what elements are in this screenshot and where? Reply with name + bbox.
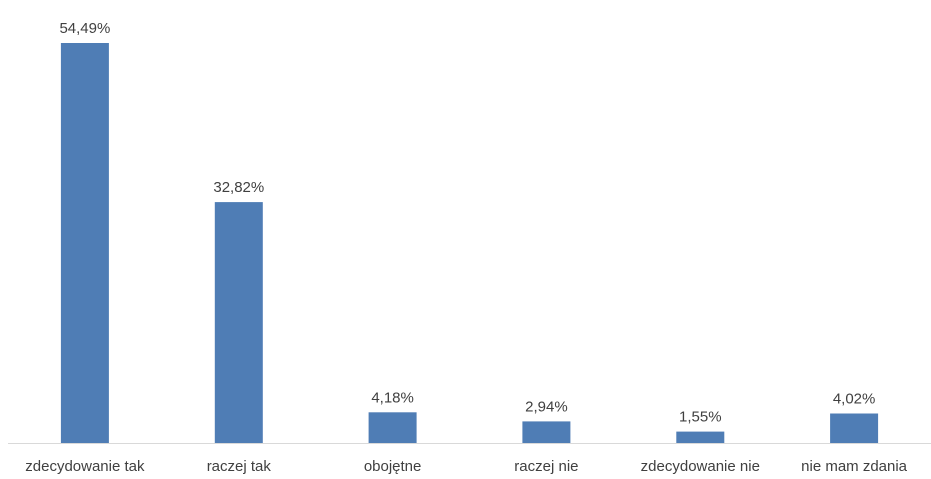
- value-label-5: 4,02%: [833, 391, 876, 408]
- category-label-2: obojętne: [364, 458, 422, 475]
- value-label-4: 1,55%: [679, 409, 722, 426]
- bars-group: [60, 43, 879, 443]
- value-label-3: 2,94%: [525, 398, 568, 415]
- category-label-3: raczej nie: [514, 458, 578, 475]
- bar-3: [522, 421, 571, 443]
- bar-4: [676, 431, 725, 443]
- category-label-5: nie mam zdania: [801, 458, 908, 475]
- bar-2: [368, 412, 417, 443]
- bar-1: [214, 202, 263, 443]
- category-label-4: zdecydowanie nie: [641, 458, 760, 475]
- bar-0: [60, 43, 109, 443]
- category-label-0: zdecydowanie tak: [25, 458, 145, 475]
- value-label-0: 54,49%: [59, 20, 110, 37]
- value-label-2: 4,18%: [371, 389, 414, 406]
- bar-5: [830, 413, 879, 443]
- category-labels-group: zdecydowanie tak raczej tak obojętne raczej…: [25, 458, 907, 475]
- value-labels-group: 54,49% 32,82% 4,18% 2,94% 1,55% 4,02%: [59, 20, 875, 426]
- value-label-1: 32,82%: [213, 179, 264, 196]
- category-label-1: raczej tak: [207, 458, 272, 475]
